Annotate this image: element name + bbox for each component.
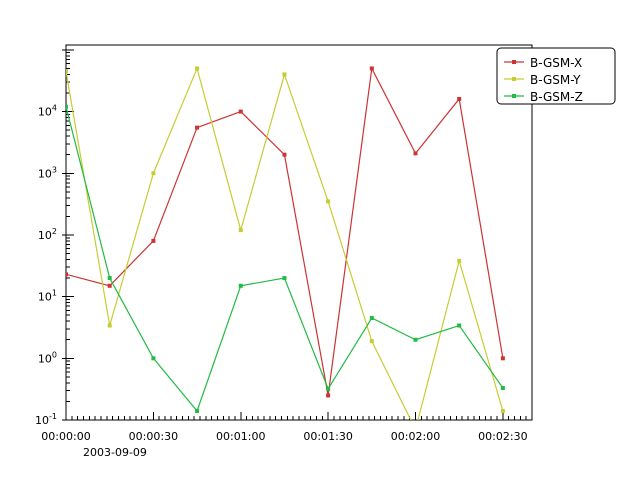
series-marker bbox=[413, 337, 418, 342]
series-line bbox=[66, 106, 504, 413]
legend-label: B-GSM-X bbox=[530, 56, 582, 70]
series-marker bbox=[457, 96, 462, 101]
series-marker bbox=[195, 408, 200, 413]
x-tick-label: 00:01:30 bbox=[303, 430, 352, 443]
series-marker bbox=[107, 276, 112, 281]
y-tick-label: 101 bbox=[38, 289, 57, 304]
series-marker bbox=[238, 228, 243, 233]
series-marker bbox=[413, 151, 418, 156]
series-marker bbox=[457, 258, 462, 263]
x-tick-label: 00:02:00 bbox=[391, 430, 440, 443]
y-axis-tick-labels: 10-1 100 101 102 103 104 bbox=[35, 104, 57, 427]
y-tick-label: 102 bbox=[38, 227, 57, 242]
chart-legend: B-GSM-X B-GSM-Y B-GSM-Z bbox=[496, 47, 616, 105]
legend-label: B-GSM-Z bbox=[530, 90, 583, 104]
series-marker bbox=[66, 104, 68, 109]
series-marker bbox=[369, 66, 374, 71]
series-marker bbox=[369, 339, 374, 344]
x-tick-label: 00:00:00 bbox=[41, 430, 90, 443]
series-marker bbox=[326, 386, 331, 391]
series-marker bbox=[107, 283, 112, 288]
x-tick-label: 00:00:30 bbox=[129, 430, 178, 443]
series-marker bbox=[195, 125, 200, 130]
series-marker bbox=[151, 171, 156, 176]
series-marker bbox=[500, 356, 505, 361]
x-tick-label: 00:02:30 bbox=[478, 430, 527, 443]
series-marker bbox=[238, 283, 243, 288]
series-line bbox=[66, 66, 504, 420]
series-marker bbox=[369, 316, 374, 321]
series-marker bbox=[238, 109, 243, 114]
x-axis-tick-labels: 00:00:00 00:00:30 00:01:00 00:01:30 00:02:00… bbox=[41, 430, 527, 443]
series-marker bbox=[195, 66, 200, 71]
date-label: 2003-09-09 bbox=[83, 446, 147, 459]
series-b-gsm-y bbox=[66, 66, 505, 420]
legend-box bbox=[496, 47, 616, 105]
series-b-gsm-z bbox=[66, 104, 505, 413]
series-marker bbox=[500, 408, 505, 413]
x-axis-ticks bbox=[65, 412, 533, 420]
series-marker bbox=[457, 323, 462, 328]
data-series-group bbox=[66, 66, 505, 420]
series-marker bbox=[151, 238, 156, 243]
series-marker bbox=[66, 272, 68, 277]
legend-label: B-GSM-Y bbox=[530, 73, 581, 87]
legend-marker-swatch bbox=[512, 60, 516, 64]
series-b-gsm-x bbox=[66, 66, 505, 398]
y-tick-label: 104 bbox=[38, 104, 57, 119]
legend-marker-swatch bbox=[512, 77, 516, 81]
series-marker bbox=[282, 276, 287, 281]
y-tick-label: 103 bbox=[38, 165, 57, 180]
y-tick-label: 100 bbox=[38, 350, 57, 365]
series-marker bbox=[151, 356, 156, 361]
series-marker bbox=[282, 152, 287, 157]
series-marker bbox=[66, 69, 68, 74]
series-marker bbox=[326, 199, 331, 204]
legend-marker-swatch bbox=[512, 94, 516, 98]
series-marker bbox=[282, 72, 287, 77]
x-tick-label: 00:01:00 bbox=[216, 430, 265, 443]
y-tick-label: 10-1 bbox=[35, 412, 57, 427]
series-marker bbox=[326, 393, 331, 398]
series-marker bbox=[107, 323, 112, 328]
series-marker bbox=[500, 386, 505, 391]
